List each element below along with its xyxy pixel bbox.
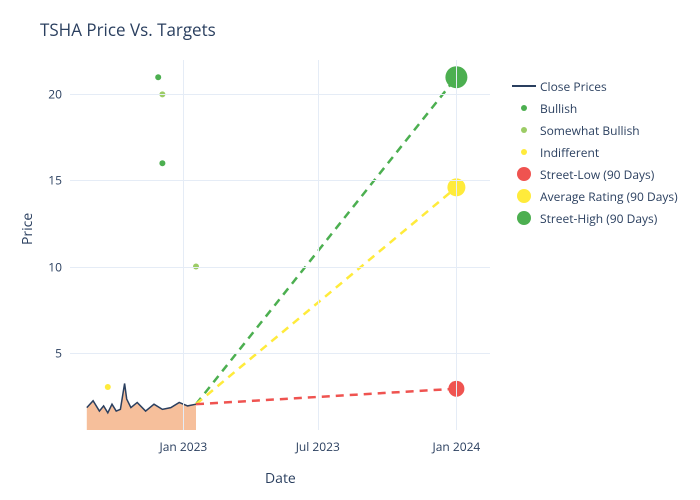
- plot-area: 5101520Jan 2023Jul 2023Jan 2024: [70, 60, 490, 430]
- chart-svg: [70, 60, 490, 430]
- y-axis-label: Price: [18, 213, 37, 245]
- projection-line: [196, 77, 456, 404]
- chart-title: TSHA Price Vs. Targets: [40, 18, 216, 41]
- legend-label: Average Rating (90 Days): [540, 188, 678, 205]
- legend-item[interactable]: Indifferent: [510, 141, 678, 163]
- projection-line: [196, 389, 456, 404]
- legend-label: Street-Low (90 Days): [540, 166, 654, 183]
- legend-item[interactable]: Street-High (90 Days): [510, 207, 678, 229]
- x-tick: Jul 2023: [296, 430, 340, 455]
- y-tick: 10: [48, 258, 70, 275]
- legend-dot-icon: [521, 127, 527, 133]
- legend-swatch: [510, 85, 538, 87]
- x-tick: Jan 2023: [159, 430, 207, 455]
- legend-line-icon: [512, 85, 536, 87]
- legend-item[interactable]: Bullish: [510, 97, 678, 119]
- gridline-v: [183, 60, 184, 430]
- gridline-h: [70, 180, 490, 181]
- legend-swatch: [510, 211, 538, 225]
- chart-container: TSHA Price Vs. Targets Price Date 510152…: [0, 0, 700, 500]
- projection-line: [196, 187, 456, 404]
- legend-item[interactable]: Close Prices: [510, 75, 678, 97]
- legend-dot-icon: [517, 167, 531, 181]
- x-tick: Jan 2024: [432, 430, 480, 455]
- legend-item[interactable]: Somewhat Bullish: [510, 119, 678, 141]
- x-axis-label: Date: [265, 469, 296, 488]
- legend-dot-icon: [521, 105, 527, 111]
- y-tick: 15: [48, 172, 70, 189]
- bullish-dot: [159, 160, 165, 166]
- gridline-h: [70, 94, 490, 95]
- legend-label: Close Prices: [540, 78, 607, 95]
- legend-swatch: [510, 167, 538, 181]
- legend-label: Indifferent: [540, 144, 599, 161]
- legend-dot-icon: [517, 211, 531, 225]
- indifferent-dot: [105, 384, 111, 390]
- legend-dot-icon: [517, 189, 531, 203]
- y-tick: 5: [55, 344, 70, 361]
- gridline-v: [318, 60, 319, 430]
- legend-swatch: [510, 105, 538, 111]
- gridline-h: [70, 267, 490, 268]
- y-tick: 20: [48, 86, 70, 103]
- gridline-h: [70, 353, 490, 354]
- legend-item[interactable]: Street-Low (90 Days): [510, 163, 678, 185]
- legend-dot-icon: [521, 149, 527, 155]
- bullish-dot: [155, 74, 161, 80]
- gridline-v: [456, 60, 457, 430]
- legend-swatch: [510, 149, 538, 155]
- legend: Close Prices Bullish Somewhat Bullish Indif…: [510, 75, 678, 229]
- legend-label: Bullish: [540, 100, 577, 117]
- legend-swatch: [510, 127, 538, 133]
- legend-label: Street-High (90 Days): [540, 210, 657, 227]
- legend-swatch: [510, 189, 538, 203]
- legend-label: Somewhat Bullish: [540, 122, 640, 139]
- legend-item[interactable]: Average Rating (90 Days): [510, 185, 678, 207]
